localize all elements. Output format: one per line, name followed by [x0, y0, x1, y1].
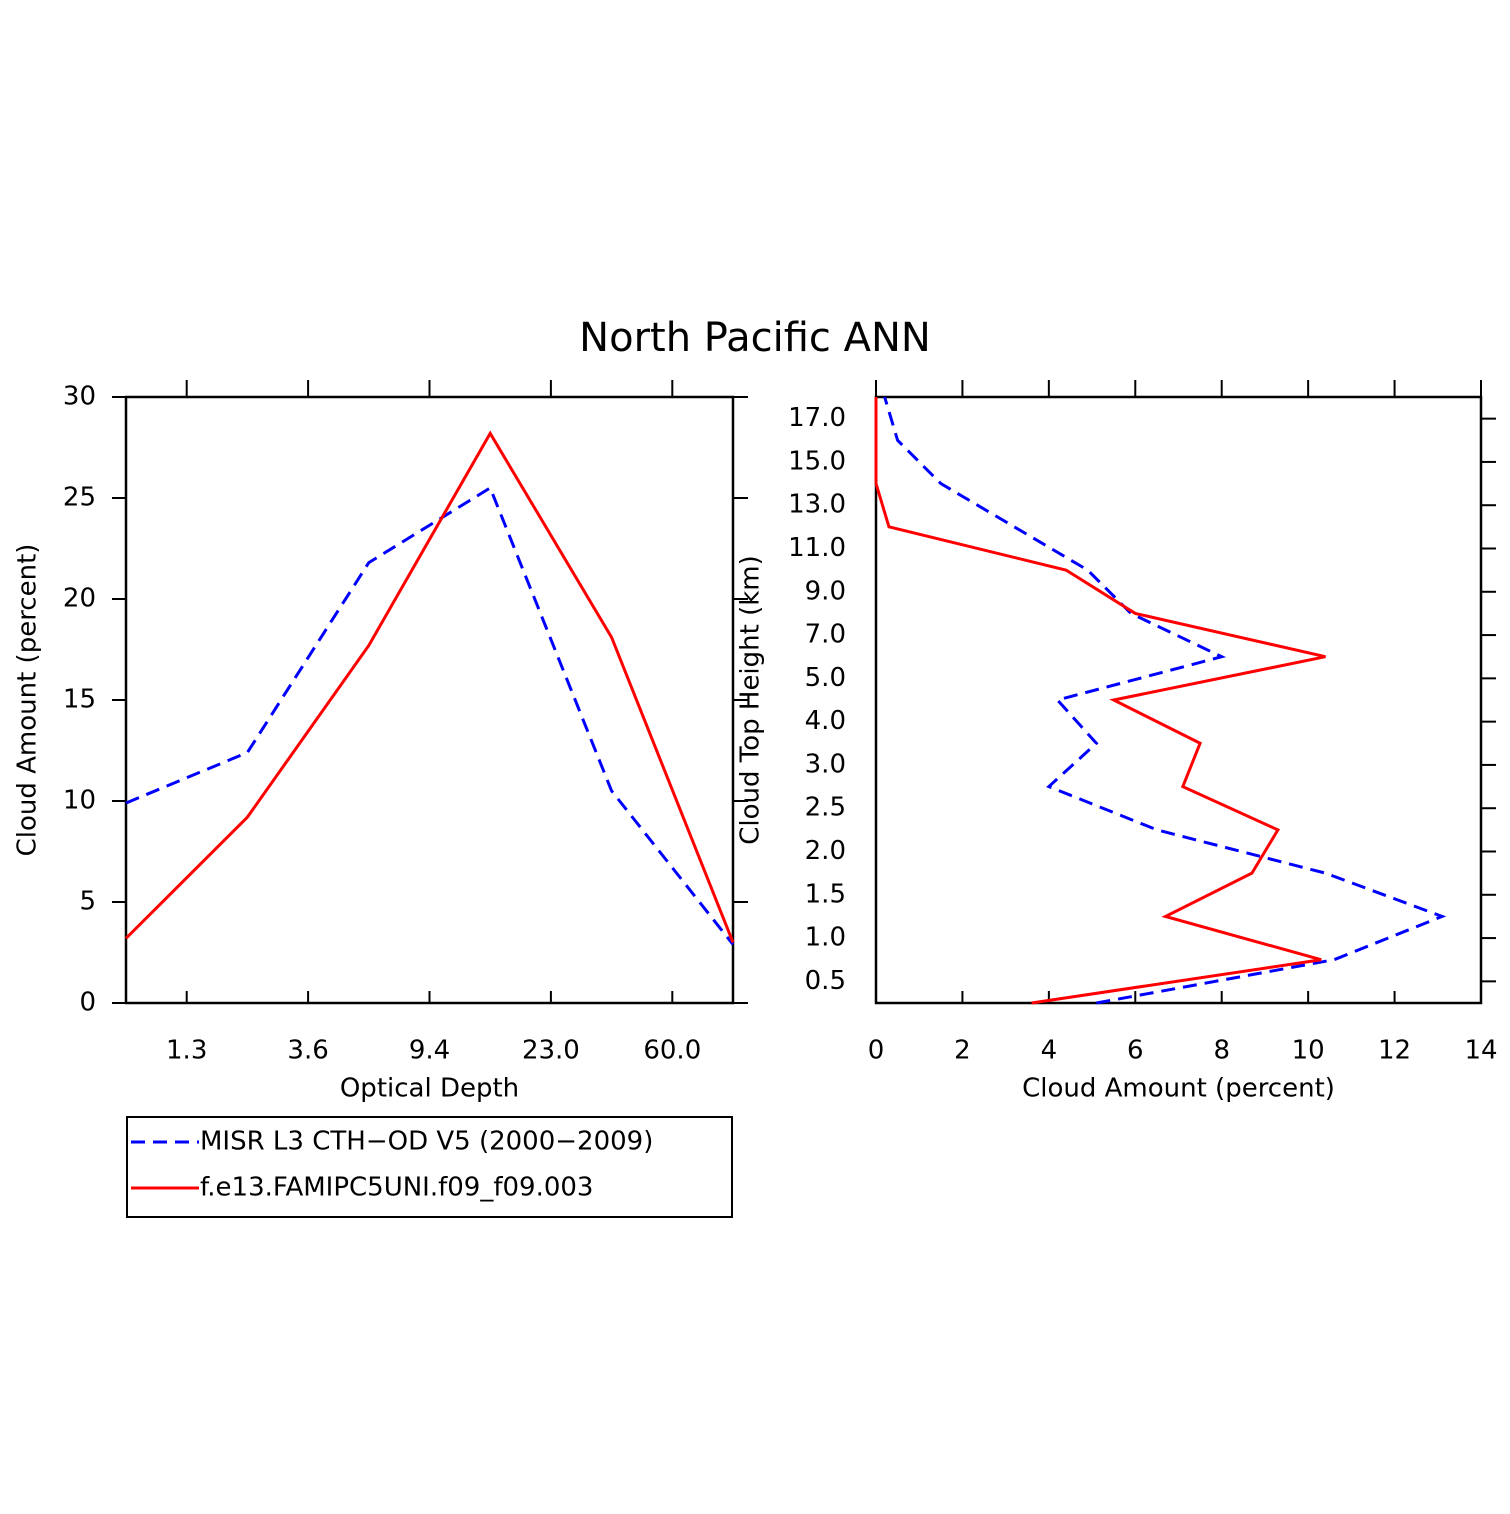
x-tick-label: 10: [1292, 1036, 1325, 1066]
y-tick-label: 4.0: [805, 706, 846, 736]
y-tick-label: 2.5: [805, 793, 846, 823]
y-tick-label: 15: [63, 685, 96, 715]
x-tick-label: 23.0: [522, 1036, 580, 1066]
legend-box: [126, 1116, 733, 1218]
x-tick-label: 3.6: [287, 1036, 328, 1066]
y-tick-label: 5: [79, 887, 96, 917]
x-tick-label: 14: [1464, 1036, 1497, 1066]
plot-frame: [874, 395, 1483, 1005]
x-tick-label: 1.3: [166, 1036, 207, 1066]
figure-title: North Pacific ANN: [579, 315, 931, 361]
x-tick-label: 6: [1127, 1036, 1144, 1066]
x-tick-label: 0: [868, 1036, 885, 1066]
legend-label: MISR L3 CTH−OD V5 (2000−2009): [200, 1127, 653, 1157]
y-tick-label: 13.0: [788, 490, 846, 520]
y-axis-label: Cloud Amount (percent): [13, 544, 43, 857]
y-tick-label: 17.0: [788, 403, 846, 433]
y-tick-label: 5.0: [805, 663, 846, 693]
y-tick-label: 3.0: [805, 749, 846, 779]
x-tick-label: 12: [1378, 1036, 1411, 1066]
x-tick-label: 4: [1041, 1036, 1058, 1066]
y-tick-label: 9.0: [805, 576, 846, 606]
series-line: [883, 396, 1447, 1005]
y-axis-label: Cloud Top Height (km): [736, 555, 766, 845]
series-line: [874, 397, 1326, 1005]
series-line: [124, 430, 735, 943]
y-tick-label: 20: [63, 584, 96, 614]
y-tick-label: 1.0: [805, 923, 846, 953]
y-tick-label: 10: [63, 786, 96, 816]
x-axis-label: Optical Depth: [340, 1074, 519, 1104]
y-tick-label: 1.5: [805, 879, 846, 909]
y-tick-label: 0: [79, 988, 96, 1018]
series-line: [125, 485, 735, 946]
y-tick-label: 0.5: [805, 966, 846, 996]
x-tick-label: 8: [1213, 1036, 1230, 1066]
y-tick-label: 25: [63, 483, 96, 513]
x-tick-label: 2: [954, 1036, 971, 1066]
y-tick-label: 7.0: [805, 620, 846, 650]
y-tick-label: 11.0: [788, 533, 846, 563]
y-tick-label: 15.0: [788, 446, 846, 476]
x-tick-label: 60.0: [643, 1036, 701, 1066]
y-tick-label: 30: [63, 382, 96, 412]
x-axis-label: Cloud Amount (percent): [1022, 1074, 1335, 1104]
x-tick-label: 9.4: [409, 1036, 450, 1066]
legend-label: f.e13.FAMIPC5UNI.f09_f09.003: [200, 1173, 593, 1203]
y-tick-label: 2.0: [805, 836, 846, 866]
